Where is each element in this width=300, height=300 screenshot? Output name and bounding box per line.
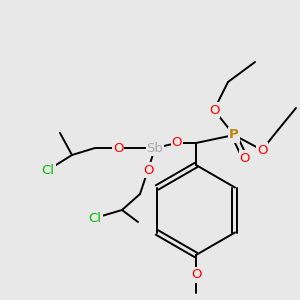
Text: Sb: Sb	[147, 142, 164, 154]
Text: P: P	[229, 128, 239, 142]
Text: O: O	[113, 142, 123, 154]
Text: O: O	[191, 268, 201, 281]
Text: Cl: Cl	[41, 164, 55, 176]
Text: O: O	[172, 136, 182, 149]
Text: O: O	[257, 143, 267, 157]
Text: O: O	[240, 152, 250, 164]
Text: Cl: Cl	[88, 212, 101, 224]
Text: O: O	[209, 103, 219, 116]
Text: O: O	[143, 164, 153, 176]
